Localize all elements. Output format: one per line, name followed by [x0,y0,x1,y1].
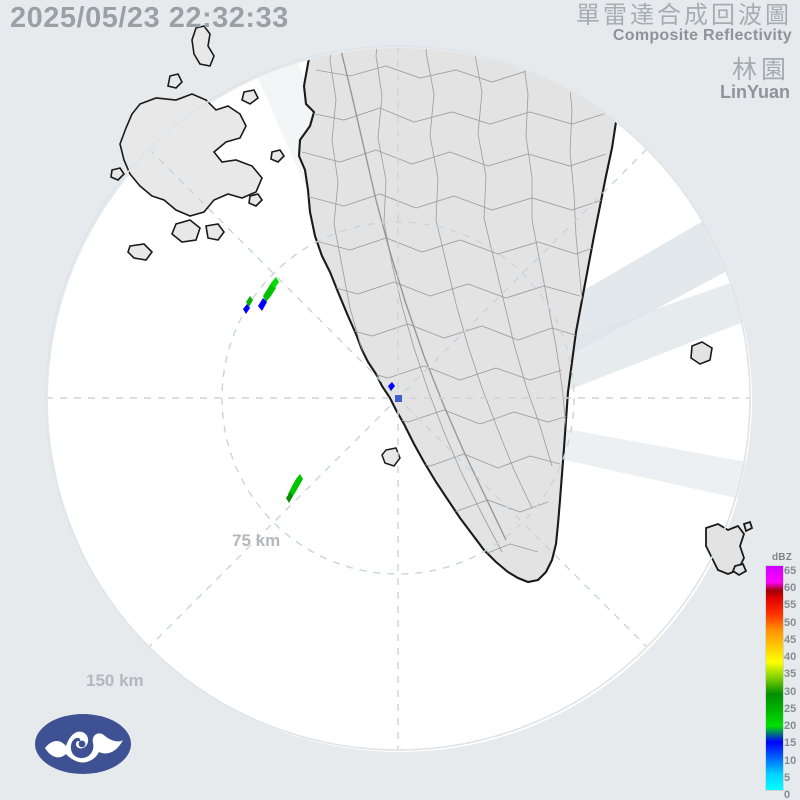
dbz-tick-0: 0 [784,789,791,800]
station-name-block: 林園 LinYuan [719,55,790,103]
cwb-logo [35,714,131,774]
dbz-tick-5: 5 [784,771,791,784]
timestamp-label: 2025/05/23 22:32:33 [10,2,289,34]
lanyu-island [705,520,754,577]
taiwan-landmass [297,48,620,584]
dbz-tick-25: 25 [784,702,797,715]
dbz-tick-35: 35 [784,668,797,681]
dbz-scale-ticks: 65 60 55 50 45 40 35 30 25 20 15 10 5 0 [784,559,800,800]
dbz-tick-40: 40 [784,651,797,664]
dbz-tick-15: 15 [784,737,797,750]
dbz-color-scale: dBZ 65 60 55 50 45 40 35 30 25 20 15 10 5 0 [762,552,800,800]
radar-site-marker [395,395,402,402]
echo-nw-2 [243,296,253,314]
dbz-tick-10: 10 [784,754,797,767]
product-title-en: Composite Reflectivity [612,27,792,45]
green-island [690,341,713,365]
dbz-tick-45: 45 [784,633,797,646]
range-ring-label-150km: 150 km [86,671,144,690]
product-title-block: 單雷達合成回波圖 Composite Reflectivity [576,1,792,45]
dbz-tick-30: 30 [784,685,797,698]
dbz-tick-50: 50 [784,616,797,629]
radar-range-boundary [45,45,751,751]
echo-nw-1 [258,277,279,311]
dbz-scale-title: dBZ [771,552,793,563]
range-ring-label-75km: 75 km [232,531,281,550]
dbz-tick-60: 60 [784,582,797,595]
station-name-zh: 林園 [731,55,790,84]
offshore-islets [381,447,401,467]
product-title-zh: 單雷達合成回波圖 [576,1,792,29]
range-ring-75km [221,221,575,575]
dbz-tick-20: 20 [784,720,797,733]
echo-coastal [388,382,395,391]
dbz-tick-55: 55 [784,599,797,612]
station-name-en: LinYuan [719,82,790,103]
penghu-islands [110,25,286,261]
reflectivity-echoes [243,277,395,503]
echo-s-1 [286,474,303,503]
dbz-scale-gradient [765,565,784,791]
dbz-tick-65: 65 [784,565,797,577]
